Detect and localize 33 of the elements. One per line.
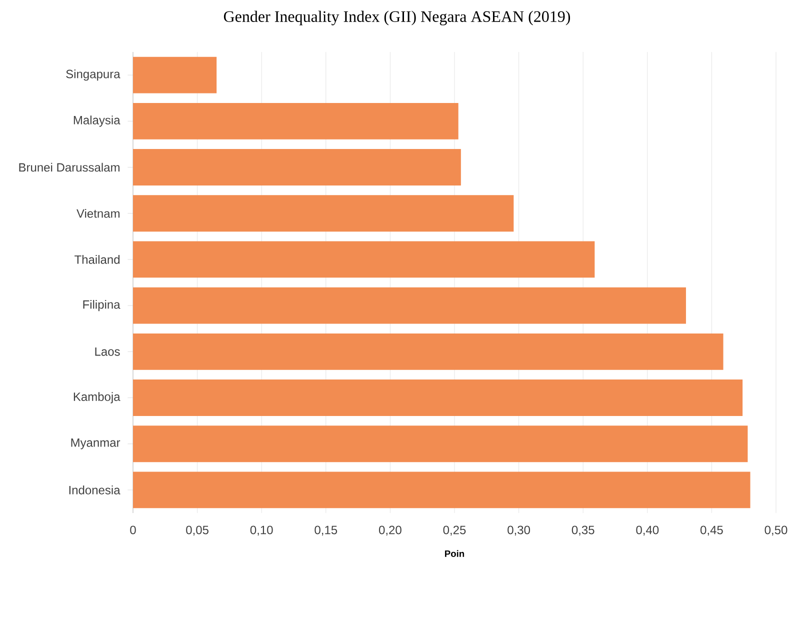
bar bbox=[133, 149, 461, 186]
bar bbox=[133, 195, 514, 232]
x-axis-title: Poin bbox=[445, 550, 464, 557]
y-tick-label: Singapura bbox=[66, 69, 120, 81]
bar bbox=[133, 102, 458, 140]
x-tick-label: 0,20 bbox=[378, 526, 402, 536]
bar bbox=[133, 56, 217, 94]
x-tick-label: 0,45 bbox=[700, 526, 723, 536]
bar bbox=[133, 241, 595, 278]
y-tick-label: Vietnam bbox=[76, 208, 120, 218]
x-tick-label: 0,05 bbox=[186, 526, 208, 536]
bar bbox=[133, 472, 750, 508]
y-tick-label: Laos bbox=[95, 347, 120, 356]
x-tick-label: 0,25 bbox=[443, 526, 466, 536]
y-tick-label: Thailand bbox=[74, 255, 120, 264]
bar bbox=[133, 380, 743, 416]
x-tick-label: 0,35 bbox=[572, 526, 594, 536]
x-tick-label: 0,15 bbox=[314, 526, 338, 536]
bar bbox=[133, 287, 686, 324]
x-tick-label: 0,40 bbox=[636, 526, 659, 536]
y-tick-label: Myanmar bbox=[71, 438, 120, 450]
y-tick-label: Kamboja bbox=[74, 392, 120, 404]
x-tick-label: 0,10 bbox=[250, 526, 273, 536]
y-tick-label: Malaysia bbox=[74, 116, 120, 127]
x-tick-label: 0 bbox=[130, 526, 136, 534]
x-tick-label: 0,50 bbox=[764, 526, 788, 536]
bar bbox=[133, 426, 748, 462]
x-tick-label: 0,30 bbox=[508, 526, 530, 536]
y-tick-label: Indonesia bbox=[69, 486, 120, 494]
bar bbox=[133, 333, 724, 370]
chart-title: Gender Inequality Index (GII) Negara ASEAN (2019) bbox=[224, 10, 570, 26]
y-tick-label: Filipina bbox=[83, 300, 120, 312]
y-tick-label: Brunei Darussalam bbox=[19, 162, 120, 172]
